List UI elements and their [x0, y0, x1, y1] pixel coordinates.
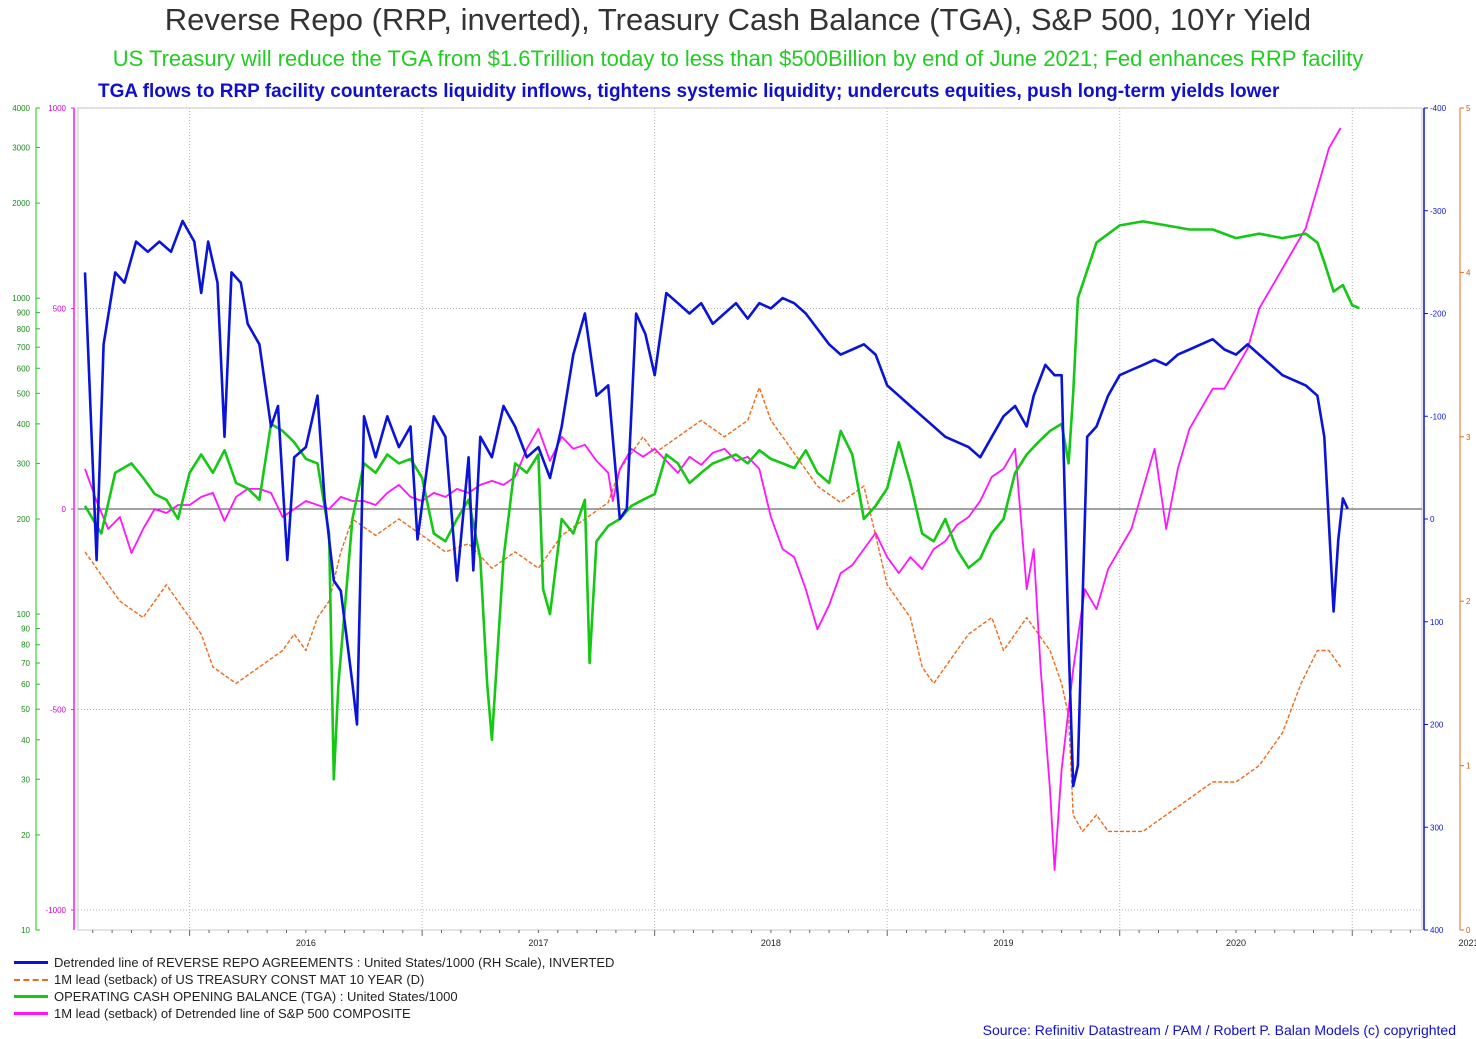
tga-axis-label: 400	[17, 420, 31, 429]
tga-axis-label: 800	[17, 325, 31, 334]
rrp-axis-label: 0	[1430, 515, 1435, 524]
tga-axis-label: 500	[17, 389, 31, 398]
tga-axis-label: 600	[17, 364, 31, 373]
tga-axis-label: 700	[17, 343, 31, 352]
spx-axis-label: 500	[53, 304, 67, 313]
rrp-axis-label: 300	[1430, 823, 1444, 832]
legend-label-spx: 1M lead (setback) of Detrended line of S…	[54, 1006, 411, 1021]
x-tick-label-2020: 2020	[1226, 938, 1246, 948]
tga-axis-label: 80	[21, 641, 30, 650]
legend-item-spx: 1M lead (setback) of Detrended line of S…	[14, 1005, 614, 1022]
tga-axis-label: 30	[21, 775, 30, 784]
rrp-axis-label: -100	[1430, 412, 1447, 421]
tga-axis-label: 2000	[12, 199, 30, 208]
legend-item-yield: 1M lead (setback) of US TREASURY CONST M…	[14, 971, 614, 988]
yield-axis-label: 2	[1466, 597, 1471, 606]
chart-subtitle: US Treasury will reduce the TGA from $1.…	[112, 46, 1364, 71]
rrp-axis-label: 100	[1430, 618, 1444, 627]
tga-axis-label: 10	[21, 926, 30, 935]
legend-swatch-tga	[14, 995, 48, 998]
rrp-axis-label: 200	[1430, 721, 1444, 730]
yield-axis-label: 1	[1466, 762, 1471, 771]
chart-note: TGA flows to RRP facility counteracts li…	[98, 81, 1280, 102]
tga-axis-label: 40	[21, 736, 30, 745]
rrp-axis-label: 400	[1430, 926, 1444, 935]
tga-axis-label: 20	[21, 831, 30, 840]
tga-axis-label: 1000	[12, 294, 30, 303]
tga-axis-label: 60	[21, 680, 30, 689]
series-line-rrp	[83, 219, 1349, 788]
rrp-axis-label: -300	[1430, 207, 1447, 216]
x-tick-label-2017: 2017	[528, 938, 548, 948]
legend-label-rrp: Detrended line of REVERSE REPO AGREEMENT…	[54, 955, 615, 970]
legend-item-rrp: Detrended line of REVERSE REPO AGREEMENT…	[14, 954, 614, 971]
rrp-axis-label: -400	[1430, 104, 1447, 113]
legend-label-tga: OPERATING CASH OPENING BALANCE (TGA) : U…	[54, 989, 458, 1004]
legend-swatch-yield	[14, 978, 48, 981]
yield-axis-label: 3	[1466, 433, 1471, 442]
tga-axis-label: 300	[17, 459, 31, 468]
chart-title: Reverse Repo (RRP, inverted), Treasury C…	[164, 2, 1312, 37]
legend-swatch-spx	[14, 1012, 48, 1015]
spx-axis-label: 0	[62, 505, 67, 514]
tga-axis-label: 900	[17, 309, 31, 318]
legend-item-tga: OPERATING CASH OPENING BALANCE (TGA) : U…	[14, 988, 614, 1005]
series-line-tga	[83, 220, 1360, 781]
x-tick-label-2019: 2019	[993, 938, 1013, 948]
yield-axis-label: 5	[1466, 104, 1471, 113]
tga-axis-label: 200	[17, 515, 31, 524]
spx-axis-label: 1000	[48, 104, 66, 113]
x-tick-label-2018: 2018	[761, 938, 781, 948]
chart-legend: Detrended line of REVERSE REPO AGREEMENT…	[14, 954, 614, 1022]
series-line-yield	[84, 386, 1342, 833]
yield-axis-label: 4	[1466, 268, 1471, 277]
tga-axis-label: 100	[17, 610, 31, 619]
legend-swatch-rrp	[14, 961, 48, 964]
tga-axis-label: 90	[21, 625, 30, 634]
x-tick-label-2016: 2016	[296, 938, 316, 948]
tga-axis-label: 3000	[12, 143, 30, 152]
yield-axis-label: 0	[1466, 926, 1471, 935]
source-credit: Source: Refinitiv Datastream / PAM / Rob…	[982, 1022, 1456, 1038]
x-tick-label-2021: 2021	[1458, 938, 1476, 948]
legend-label-yield: 1M lead (setback) of US TREASURY CONST M…	[54, 972, 425, 987]
tga-axis-label: 4000	[12, 104, 30, 113]
rrp-axis-label: -200	[1430, 310, 1447, 319]
spx-axis-label: -500	[50, 705, 67, 714]
spx-axis-label: -1000	[46, 906, 67, 915]
tga-axis-label: 50	[21, 705, 30, 714]
tga-axis-label: 70	[21, 659, 30, 668]
series-line-spx	[84, 127, 1342, 871]
